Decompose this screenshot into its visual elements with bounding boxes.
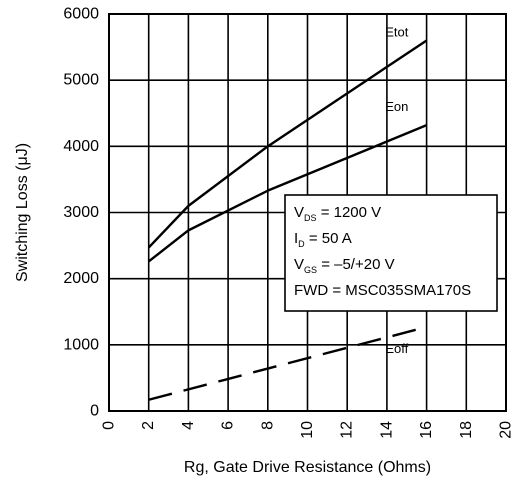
x-tick-label: 10 — [299, 421, 316, 439]
x-tick-label: 4 — [180, 421, 197, 430]
x-axis-label: Rg, Gate Drive Resistance (Ohms) — [184, 459, 431, 476]
y-tick-label: 1000 — [63, 336, 99, 353]
x-tick-label: 14 — [378, 421, 395, 439]
x-tick-label: 0 — [101, 421, 118, 430]
series-line-eon — [147, 124, 428, 263]
y-axis-label: Switching Loss (μJ) — [14, 143, 31, 282]
series-label-eon: Eon — [385, 99, 408, 114]
x-tick-label: 2 — [140, 421, 157, 430]
x-tick-label: 20 — [498, 421, 515, 439]
y-tick-label: 3000 — [63, 204, 99, 221]
series-line-etot — [147, 39, 428, 249]
y-tick-labels: 0 1000 2000 3000 4000 5000 6000 — [63, 6, 99, 420]
y-tick-label: 4000 — [63, 138, 99, 155]
y-tick-label: 0 — [90, 403, 99, 420]
x-tick-label: 18 — [458, 421, 475, 439]
plot-frame — [108, 13, 507, 412]
conditions-annotation-box: VDS = 1200 V ID = 50 A VGS = –5/+20 V FWD =… — [284, 194, 498, 312]
series-label-etot: Etot — [385, 24, 409, 39]
annotation-line: VDS = 1200 V — [294, 204, 381, 223]
annotation-box-frame — [284, 194, 498, 312]
annotation-line: VGS = –5/+20 V — [294, 256, 395, 275]
annotation-line: ID = 50 A — [294, 230, 352, 249]
x-tick-label: 6 — [220, 421, 237, 430]
x-tick-label: 16 — [418, 421, 435, 439]
y-tick-label: 6000 — [63, 6, 99, 23]
series-label-eoff: Eoff — [385, 341, 408, 356]
y-tick-label: 2000 — [63, 270, 99, 287]
series-labels: Etot Eon Eoff — [385, 24, 409, 356]
y-tick-label: 5000 — [63, 72, 99, 89]
series-line-eoff — [148, 325, 427, 401]
x-tick-label: 12 — [339, 421, 356, 439]
x-tick-labels: 0 2 4 6 8 10 12 14 16 18 20 — [101, 421, 515, 439]
x-tick-label: 8 — [259, 421, 276, 430]
annotation-line: FWD = MSC035SMA170S — [294, 282, 471, 299]
series-lines — [147, 39, 428, 401]
